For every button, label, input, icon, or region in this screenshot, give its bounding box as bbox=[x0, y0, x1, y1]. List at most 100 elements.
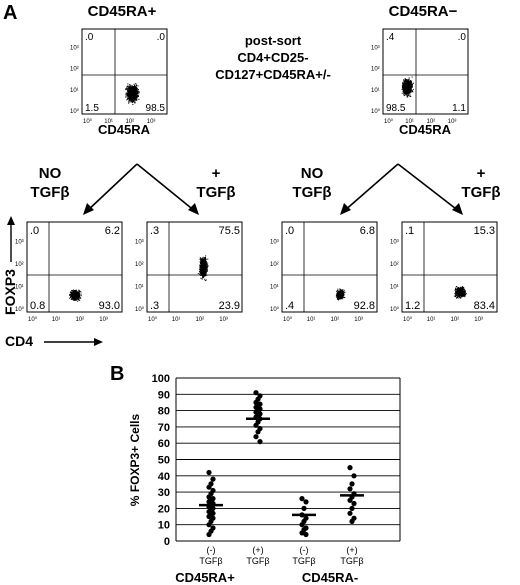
event-dot bbox=[80, 294, 82, 296]
event-dot bbox=[135, 91, 137, 93]
event-dot bbox=[131, 98, 132, 100]
event-dot bbox=[125, 89, 127, 91]
event-dot bbox=[201, 264, 203, 265]
event-dot bbox=[200, 266, 202, 267]
event-dot bbox=[203, 258, 205, 260]
event-dot bbox=[410, 89, 412, 90]
event-dot bbox=[129, 98, 131, 100]
event-dot bbox=[410, 91, 412, 93]
event-dot bbox=[406, 80, 408, 81]
event-dot bbox=[131, 89, 133, 91]
x-tick-label: 10¹ bbox=[172, 317, 181, 323]
event-dot bbox=[201, 278, 203, 280]
event-dot bbox=[71, 290, 73, 292]
event-dot bbox=[73, 294, 75, 296]
event-dot bbox=[76, 299, 78, 301]
event-dot bbox=[137, 85, 139, 87]
event-dot bbox=[406, 92, 408, 94]
event-dot bbox=[74, 296, 76, 298]
event-dot bbox=[201, 268, 203, 270]
event-dot bbox=[205, 266, 207, 268]
event-dot bbox=[408, 92, 410, 94]
event-dot bbox=[129, 91, 131, 93]
event-dot bbox=[128, 95, 130, 97]
event-dot bbox=[70, 291, 72, 293]
event-dot bbox=[404, 82, 406, 84]
event-dot bbox=[127, 90, 129, 92]
event-dot bbox=[201, 262, 203, 264]
event-dot bbox=[132, 93, 134, 95]
event-dot bbox=[77, 292, 79, 294]
event-dot bbox=[134, 93, 136, 95]
event-dot bbox=[132, 98, 134, 100]
event-dot bbox=[125, 94, 127, 96]
event-dot bbox=[71, 297, 73, 299]
event-dot bbox=[73, 299, 75, 301]
event-dot bbox=[203, 271, 205, 273]
event-dot bbox=[407, 81, 409, 83]
event-dot bbox=[204, 263, 206, 265]
event-dot bbox=[204, 266, 206, 267]
event-dot bbox=[137, 95, 139, 97]
event-dot bbox=[204, 268, 206, 270]
event-dot bbox=[132, 92, 134, 94]
event-dot bbox=[71, 296, 73, 298]
event-dot bbox=[405, 91, 407, 93]
quadrant-bottom-left: .3 bbox=[150, 300, 159, 312]
event-dot bbox=[408, 80, 410, 82]
postsort-xlabel-2: CD45RA bbox=[399, 122, 452, 137]
event-dot bbox=[77, 292, 79, 294]
event-dot bbox=[200, 266, 201, 268]
event-dot bbox=[201, 261, 203, 263]
event-dot bbox=[410, 83, 412, 85]
event-dot bbox=[136, 95, 138, 97]
plot-frame bbox=[26, 221, 123, 313]
event-dot bbox=[410, 84, 412, 86]
event-dot bbox=[128, 87, 130, 89]
event-dot bbox=[413, 82, 414, 84]
x-tick-label: 10³ bbox=[219, 317, 228, 323]
event-dot bbox=[200, 277, 202, 279]
event-dot bbox=[407, 95, 409, 97]
event-dot bbox=[409, 90, 410, 92]
event-dot bbox=[78, 298, 80, 300]
event-dot bbox=[129, 97, 131, 98]
quadrant-bottom-left: 1.5 bbox=[85, 103, 99, 114]
event-dot bbox=[131, 91, 133, 93]
plot-frame bbox=[146, 221, 243, 313]
y-tick-label: 10⁰ bbox=[15, 306, 25, 313]
event-dot bbox=[129, 89, 131, 91]
event-dot bbox=[205, 261, 207, 263]
event-dot bbox=[70, 295, 72, 297]
event-dot bbox=[201, 261, 203, 263]
event-dot bbox=[199, 272, 201, 274]
postsort-xlabel-1: CD45RA bbox=[98, 122, 151, 137]
event-dot bbox=[411, 90, 413, 92]
event-dot bbox=[202, 269, 204, 271]
event-dot bbox=[204, 257, 206, 259]
event-dot bbox=[412, 88, 414, 90]
event-dot bbox=[132, 104, 134, 105]
event-dot bbox=[134, 96, 135, 98]
event-dot bbox=[199, 257, 201, 259]
event-dot bbox=[204, 275, 206, 277]
event-dot bbox=[404, 86, 406, 88]
event-dot bbox=[203, 275, 205, 277]
event-dot bbox=[78, 291, 80, 293]
event-dot bbox=[404, 91, 405, 92]
event-dot bbox=[79, 297, 81, 299]
event-dot bbox=[130, 95, 132, 97]
event-dot bbox=[405, 88, 406, 89]
event-dot bbox=[410, 85, 412, 87]
event-dot bbox=[408, 86, 410, 88]
event-dot bbox=[407, 79, 409, 81]
event-dot bbox=[201, 265, 203, 267]
event-dot bbox=[133, 92, 135, 94]
event-dot bbox=[202, 275, 204, 277]
event-dot bbox=[201, 269, 203, 271]
event-dot bbox=[409, 82, 411, 84]
event-dot bbox=[199, 262, 201, 264]
event-dot bbox=[206, 268, 208, 270]
